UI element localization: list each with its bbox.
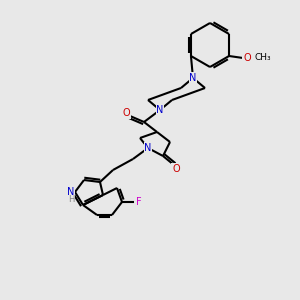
Text: N: N <box>189 73 197 83</box>
Text: N: N <box>189 73 197 83</box>
Text: O: O <box>243 53 251 63</box>
Text: CH₃: CH₃ <box>254 52 271 62</box>
Text: F: F <box>136 197 142 207</box>
Text: N: N <box>156 105 164 115</box>
Text: O: O <box>122 108 130 118</box>
Text: N: N <box>67 187 75 197</box>
Text: H: H <box>68 194 74 203</box>
Text: O: O <box>172 164 180 174</box>
Text: N: N <box>144 143 152 153</box>
